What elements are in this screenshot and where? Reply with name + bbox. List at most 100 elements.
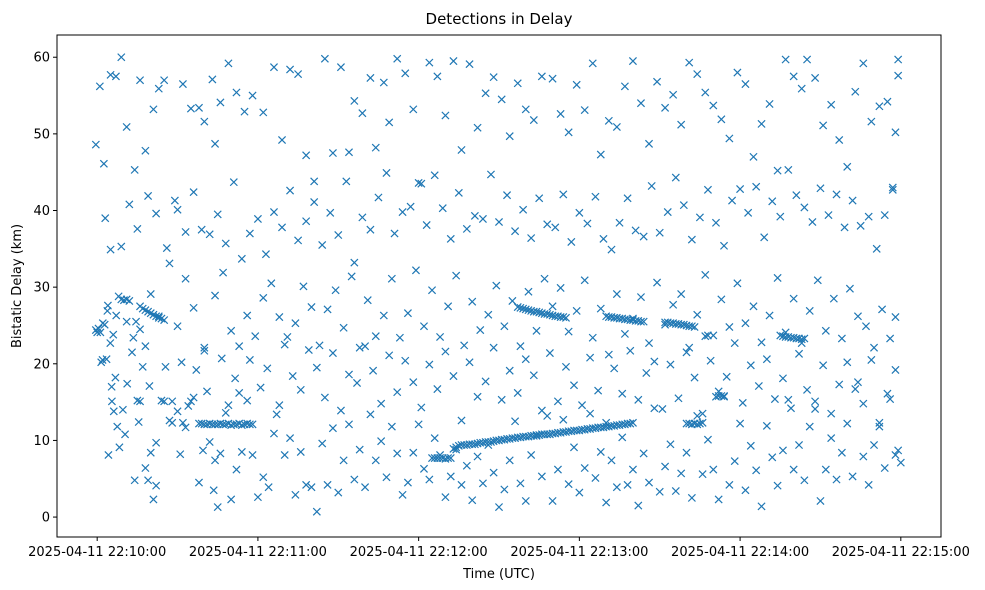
data-point	[701, 332, 710, 341]
data-point	[596, 304, 605, 313]
data-point	[302, 480, 311, 489]
data-point	[275, 401, 284, 410]
data-point	[161, 362, 170, 371]
data-point	[738, 398, 747, 407]
data-point	[687, 322, 696, 331]
x-axis-label: Time (UTC)	[462, 567, 535, 582]
data-point	[497, 395, 506, 404]
data-point	[323, 480, 332, 489]
data-point	[746, 441, 755, 450]
data-point	[264, 483, 273, 492]
data-point	[102, 355, 111, 364]
data-point	[328, 349, 337, 358]
data-point	[307, 483, 316, 492]
data-point	[580, 106, 589, 115]
data-point	[245, 420, 254, 429]
data-point	[130, 476, 139, 485]
data-point	[685, 58, 694, 67]
data-point	[816, 496, 825, 506]
data-point	[460, 341, 469, 350]
data-point	[615, 218, 624, 227]
data-point	[671, 173, 680, 182]
data-point	[144, 191, 153, 200]
data-point	[473, 452, 482, 461]
data-point	[468, 297, 477, 306]
data-point	[202, 387, 212, 396]
data-point	[294, 236, 303, 245]
data-point	[221, 239, 230, 248]
data-point	[192, 365, 201, 374]
data-point	[693, 411, 702, 420]
data-point	[872, 244, 881, 253]
data-point	[596, 150, 605, 159]
data-point	[339, 456, 348, 465]
data-point	[101, 214, 110, 223]
data-point	[513, 303, 522, 312]
data-point	[516, 303, 525, 312]
data-point	[843, 358, 852, 367]
data-point	[457, 145, 466, 154]
data-point	[318, 439, 327, 448]
data-point	[698, 470, 707, 479]
data-point	[701, 270, 710, 279]
data-point	[390, 229, 399, 238]
data-point	[291, 490, 300, 499]
data-point	[848, 196, 857, 205]
data-point	[224, 401, 233, 410]
data-point	[489, 468, 498, 477]
data-point	[123, 379, 132, 388]
data-point	[797, 335, 806, 344]
x-tick-label: 2025-04-11 22:12:00	[350, 545, 488, 560]
data-point	[575, 488, 584, 497]
data-point	[419, 464, 429, 473]
data-point	[146, 448, 155, 457]
data-point	[521, 496, 530, 506]
data-point	[853, 312, 862, 321]
data-point	[687, 493, 696, 502]
data-point	[355, 445, 364, 454]
data-point	[267, 279, 276, 288]
data-point	[698, 409, 707, 418]
data-point	[419, 322, 429, 331]
data-point	[677, 469, 686, 478]
data-point	[634, 395, 643, 404]
data-point	[457, 416, 466, 425]
data-point	[607, 245, 616, 254]
data-point	[141, 342, 150, 351]
data-point	[631, 226, 640, 235]
data-point	[189, 188, 198, 197]
data-point	[350, 258, 359, 267]
data-point	[310, 177, 319, 186]
data-point	[200, 346, 209, 355]
data-point	[106, 70, 115, 79]
data-point	[722, 372, 731, 381]
data-point	[709, 465, 718, 474]
data-point	[768, 453, 777, 462]
data-point	[894, 446, 903, 455]
data-point	[859, 452, 868, 461]
data-point	[449, 372, 458, 381]
data-point	[205, 230, 214, 239]
data-point	[658, 404, 667, 414]
data-point	[216, 98, 225, 107]
data-point	[286, 434, 295, 443]
data-point	[379, 78, 388, 87]
data-point	[784, 165, 793, 174]
data-point	[770, 395, 779, 404]
data-point	[679, 320, 688, 329]
data-point	[685, 343, 694, 352]
data-point	[312, 363, 321, 372]
data-point	[762, 355, 771, 364]
data-point	[231, 374, 240, 383]
data-point	[835, 135, 844, 145]
data-point	[283, 332, 292, 341]
data-point	[813, 276, 822, 285]
data-point	[867, 117, 876, 126]
data-point	[486, 170, 495, 179]
data-point	[516, 342, 525, 351]
data-point	[639, 232, 648, 241]
data-point	[216, 449, 225, 458]
data-point	[511, 227, 520, 236]
data-point	[500, 485, 509, 494]
data-point	[209, 486, 218, 495]
